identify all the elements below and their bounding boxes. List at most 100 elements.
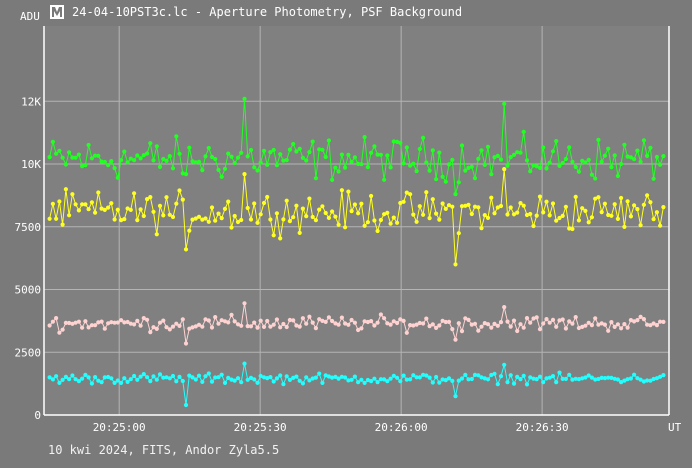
data-point: [115, 320, 120, 325]
data-point: [567, 319, 572, 324]
data-point: [554, 218, 559, 223]
x-tick-label: 20:25:00: [93, 421, 146, 434]
data-point: [645, 153, 650, 158]
data-point: [661, 205, 666, 210]
data-point: [203, 216, 208, 221]
data-point: [294, 203, 299, 208]
data-point: [453, 337, 458, 342]
data-point: [606, 328, 611, 333]
data-point: [434, 211, 439, 216]
data-point: [119, 218, 124, 223]
data-point: [268, 217, 273, 222]
data-point: [378, 312, 383, 317]
data-point: [258, 318, 263, 323]
data-point: [330, 177, 335, 182]
data-point: [482, 162, 487, 167]
data-point: [320, 204, 325, 209]
data-point: [466, 317, 471, 322]
data-point: [482, 321, 487, 326]
data-point: [434, 177, 439, 182]
data-point: [567, 226, 572, 231]
data-point: [112, 217, 117, 222]
data-point: [576, 169, 582, 174]
data-point: [547, 375, 552, 380]
data-point: [573, 376, 578, 381]
data-point: [323, 373, 328, 378]
data-point: [339, 374, 344, 379]
data-point: [356, 327, 361, 333]
data-point: [401, 199, 406, 204]
data-point: [326, 374, 331, 379]
data-point: [255, 168, 260, 173]
data-point: [161, 375, 166, 380]
data-point: [573, 194, 578, 199]
data-point: [213, 315, 218, 320]
data-point: [606, 212, 611, 218]
data-point: [180, 171, 185, 176]
data-point: [50, 319, 56, 324]
data-point: [434, 374, 439, 380]
data-point: [235, 376, 241, 381]
data-point: [164, 158, 169, 163]
data-point: [196, 214, 202, 219]
data-point: [417, 204, 422, 209]
data-point: [86, 375, 91, 380]
data-point: [635, 318, 640, 323]
data-point: [297, 230, 302, 235]
data-point: [177, 151, 182, 156]
data-point: [576, 218, 582, 223]
data-point: [200, 324, 205, 329]
data-point: [352, 374, 357, 379]
data-point: [453, 192, 458, 197]
data-point: [213, 156, 218, 162]
data-point: [658, 162, 663, 167]
data-point: [619, 195, 624, 201]
data-point: [372, 218, 377, 223]
data-point: [550, 201, 556, 206]
data-point: [388, 322, 393, 327]
x-tick-label: 20:26:30: [516, 421, 569, 434]
data-point: [382, 212, 387, 217]
data-point: [112, 380, 117, 385]
data-point: [167, 212, 172, 217]
data-point: [437, 323, 442, 328]
data-point: [57, 199, 62, 204]
data-point: [239, 380, 244, 385]
data-point: [638, 314, 643, 319]
data-point: [119, 318, 124, 323]
data-point: [157, 164, 163, 169]
data-point: [99, 319, 104, 324]
data-point: [258, 160, 263, 165]
data-point: [109, 376, 114, 381]
x-axis-unit: UT: [668, 421, 682, 434]
data-point: [304, 158, 309, 163]
data-point: [365, 165, 370, 170]
data-point: [57, 330, 62, 335]
data-point: [612, 153, 617, 158]
data-point: [658, 223, 663, 228]
data-point: [528, 211, 533, 217]
data-point: [362, 319, 367, 324]
data-point: [489, 325, 494, 330]
data-point: [472, 372, 478, 377]
data-point: [294, 323, 299, 328]
data-point: [245, 324, 250, 329]
data-point: [515, 328, 520, 334]
data-point: [628, 376, 634, 381]
data-point: [593, 316, 598, 321]
data-point: [70, 155, 75, 160]
data-point: [560, 213, 565, 218]
data-point: [534, 213, 539, 218]
data-point: [245, 377, 250, 382]
data-point: [232, 378, 237, 383]
data-point: [450, 327, 455, 332]
data-point: [609, 375, 614, 380]
data-point: [265, 376, 270, 381]
data-point: [537, 165, 543, 170]
data-point: [151, 209, 156, 214]
data-point: [560, 317, 565, 322]
data-point: [654, 210, 660, 215]
data-point: [102, 207, 107, 212]
data-point: [326, 215, 331, 220]
